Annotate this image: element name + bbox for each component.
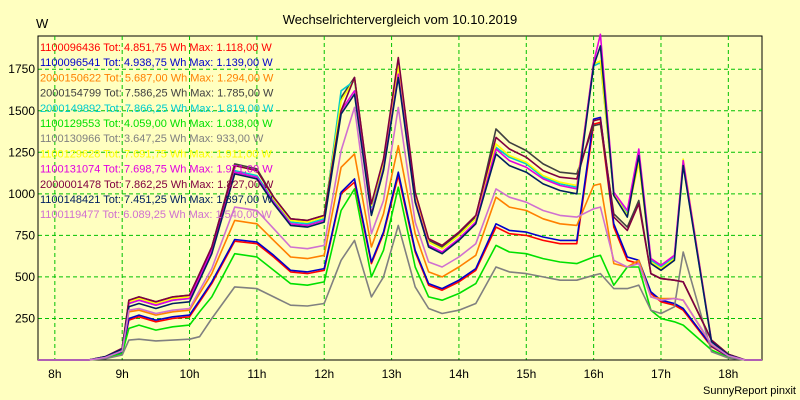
legend-entry: 2000001478 Tot: 7.862,25 Wh Max: 1.827,0… bbox=[40, 179, 274, 191]
y-tick-label: 750 bbox=[15, 228, 35, 242]
legend-entry: 1100148421 Tot: 7.451,25 Wh Max: 1.897,0… bbox=[40, 194, 273, 206]
y-tick-label: 1500 bbox=[8, 104, 35, 118]
y-axis-label: W bbox=[36, 16, 49, 31]
x-tick-label: 13h bbox=[382, 367, 402, 381]
x-tick-label: 11h bbox=[247, 367, 266, 381]
x-tick-label: 9h bbox=[116, 367, 129, 381]
x-tick-label: 18h bbox=[718, 367, 738, 381]
x-tick-label: 14h bbox=[449, 367, 469, 381]
legend-entry: 2000154799 Tot: 7.586,25 Wh Max: 1.785,0… bbox=[40, 88, 274, 100]
y-tick-label: 1000 bbox=[8, 187, 35, 201]
legend-entry: 1100096436 Tot: 4.851,75 Wh Max: 1.118,0… bbox=[40, 42, 272, 54]
legend-entry: 1100096541 Tot: 4.938,75 Wh Max: 1.139,0… bbox=[40, 57, 273, 69]
series-line-1100148421 bbox=[38, 45, 762, 361]
legend-entry: 1100131074 Tot: 7.698,75 Wh Max: 1.971,0… bbox=[40, 164, 273, 176]
series-line-1100119477 bbox=[38, 106, 762, 361]
legend-entry: 1100129628 Tot: 7.691,75 Wh Max: 1.911,0… bbox=[40, 148, 272, 160]
legend-entry: 1100129553 Tot: 4.059,00 Wh Max: 1.038,0… bbox=[40, 118, 273, 130]
legend-entry: 1100119477 Tot: 6.089,25 Wh Max: 1.540,0… bbox=[40, 209, 272, 221]
footer-credit: SunnyReport pinxit bbox=[703, 385, 796, 397]
legend: 1100096436 Tot: 4.851,75 Wh Max: 1.118,0… bbox=[40, 42, 274, 221]
series-line-1100129553 bbox=[38, 186, 762, 361]
x-tick-label: 12h bbox=[314, 367, 334, 381]
series-line-1100130966 bbox=[38, 224, 762, 361]
y-tick-label: 250 bbox=[15, 311, 35, 325]
legend-entry: 2000150622 Tot: 5.687,00 Wh Max: 1.294,0… bbox=[40, 72, 274, 84]
x-tick-label: 10h bbox=[180, 367, 200, 381]
x-tick-label: 17h bbox=[651, 367, 671, 381]
y-tick-label: 1750 bbox=[8, 62, 35, 76]
series-line-2000001478 bbox=[38, 56, 762, 361]
legend-entry: 1100130966 Tot: 3.647,25 Wh Max: 933,00 … bbox=[40, 133, 264, 145]
plot-area: 250 500 750 1000 1250 1500 1750 8h 9h 10h 11h 12h 13… bbox=[8, 33, 763, 381]
legend-entry: 2000149892 Tot: 7.866,25 Wh Max: 1.819,0… bbox=[40, 103, 274, 115]
x-tick-label: 16h bbox=[584, 367, 604, 381]
y-tick-label: 500 bbox=[15, 270, 35, 284]
y-tick-label: 1250 bbox=[8, 145, 35, 159]
chart-title: Wechselrichtervergleich vom 10.10.2019 bbox=[283, 12, 518, 27]
x-tick-label: 15h bbox=[516, 367, 536, 381]
x-tick-label: 8h bbox=[48, 367, 61, 381]
